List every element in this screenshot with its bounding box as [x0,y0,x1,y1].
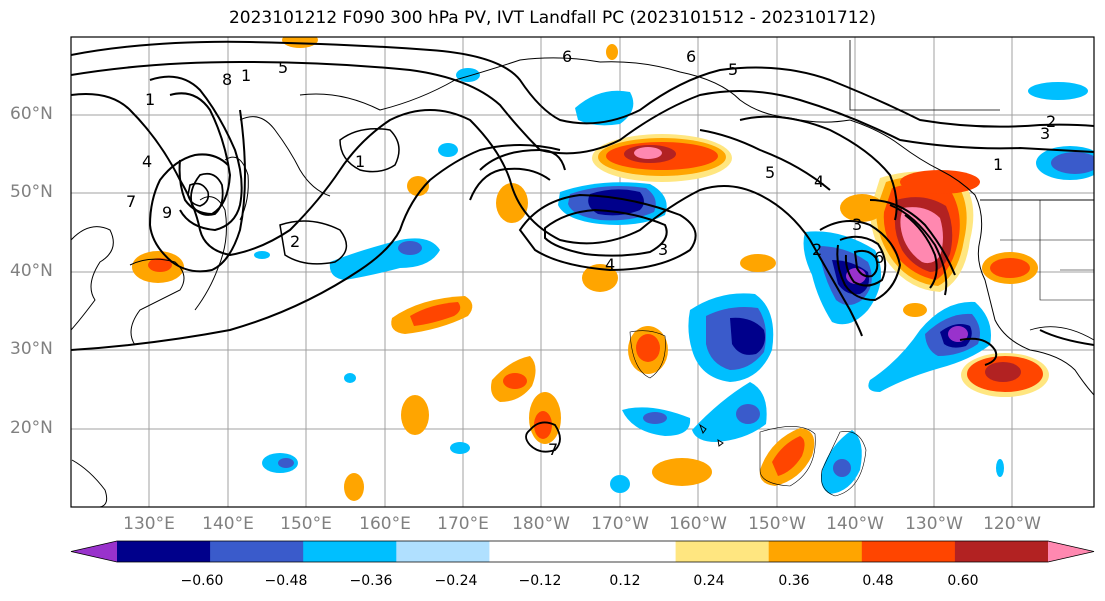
lat-label: 30°N [10,339,53,359]
map-title: 2023101212 F090 300 hPa PV, IVT Landfall… [228,8,876,28]
contour-label: 1 [993,155,1004,174]
contour-label: 4 [605,255,616,274]
colorbar-tick-label: 0.12 [609,573,641,589]
lon-label: 130°E [123,514,175,534]
colorbar-segment [117,541,211,562]
coastlines [71,40,1094,507]
colorbar-tick-label: 0.36 [778,573,810,589]
lon-label: 140°E [202,514,254,534]
contour-label: 9 [162,203,173,222]
lat-label: 40°N [10,261,53,281]
contour-label: 6 [686,47,697,66]
lon-label: 140°W [826,514,884,534]
contour-label: 3 [1040,124,1051,143]
colorbar-tick-label: −0.24 [434,573,478,589]
contour-label: 1 [241,66,252,85]
lon-label: 130°W [905,514,963,534]
contour-label: 1 [145,90,156,109]
lon-label: 180°W [512,514,570,534]
contour-label: 4 [814,172,825,191]
lon-label: 160°W [669,514,727,534]
colorbar-segment [954,541,1049,562]
map-frame [70,36,1095,508]
contour-label: 4 [142,152,153,171]
contour-label: 5 [278,58,289,77]
colorbar [70,540,1095,563]
colorbar-segment [582,541,677,562]
colorbar-segment [768,541,863,562]
contour-label: 3 [852,215,863,234]
colorbar-tick-label: 0.60 [947,573,979,589]
contour-label: 8 [222,70,233,89]
colorbar-segment [303,541,397,562]
contour-label: 5 [765,163,776,182]
colorbar-tick-label: −0.36 [349,573,393,589]
contour-label: 7 [126,192,137,211]
contour-label: 6 [562,47,573,66]
contour-label: 6 [874,248,885,267]
colorbar-tick-label: 0.24 [693,573,725,589]
lat-label: 20°N [10,418,53,438]
contour-label: 7 [548,440,559,459]
colorbar-extend-min [71,541,117,562]
contour-label: 2 [812,240,823,259]
contour-label: 2 [290,232,301,251]
lon-label: 150°E [280,514,332,534]
contour-label: 1 [355,152,366,171]
contour-label: 2 [1046,112,1057,131]
lat-label: 50°N [10,182,53,202]
lat-label: 60°N [10,104,53,124]
negative-anomalies [254,68,1094,494]
colorbar-tick-label: 0.48 [862,573,894,589]
contour-label: 5 [728,60,739,79]
colorbar-segment [210,541,304,562]
colorbar-tick-label: −0.48 [264,573,308,589]
pv-contours [71,40,1094,453]
colorbar-segment [489,541,583,562]
colorbar-tick-label: −0.12 [518,573,562,589]
lon-label: 120°W [983,514,1041,534]
lon-label: 170°W [591,514,649,534]
lon-label: 150°W [748,514,806,534]
contour-label: 3 [658,240,669,259]
colorbar-segment [396,541,490,562]
colorbar-segment [861,541,956,562]
colorbar-segment [675,541,770,562]
colorbar-extend-max [1048,541,1094,562]
lon-label: 170°E [437,514,489,534]
colorbar-tick-label: −0.60 [180,573,224,589]
lon-label: 160°E [359,514,411,534]
colorbar-outline [70,540,1095,563]
